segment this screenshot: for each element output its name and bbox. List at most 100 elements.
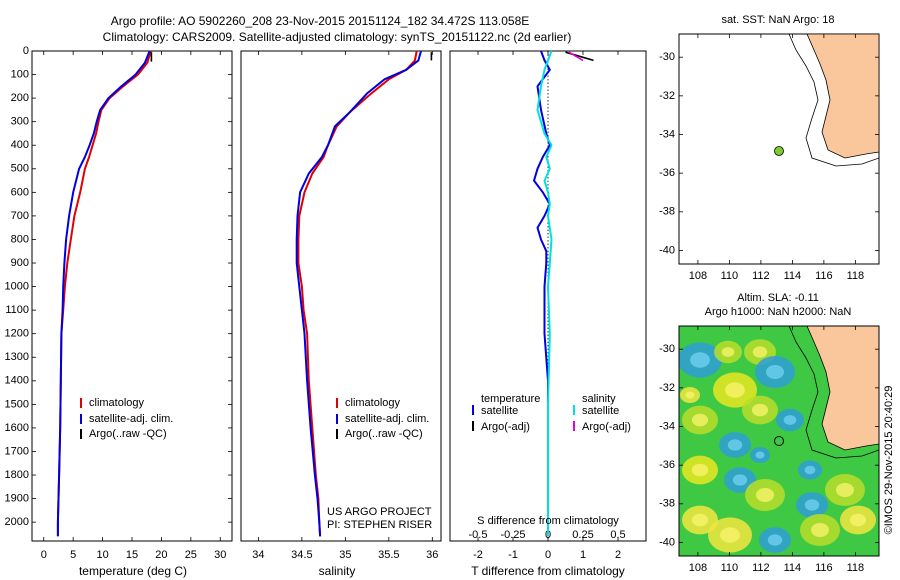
temperature-legend: climatology satellite-adj. clim. Argo(..… — [80, 397, 173, 440]
sla-anomaly-core — [691, 463, 709, 477]
lat-tick-label: -38 — [659, 206, 675, 218]
sla-anomaly-core — [767, 534, 783, 546]
salinity-tick-label: 34.5 — [291, 549, 312, 561]
legend-t-satellite: satellite — [481, 405, 518, 417]
sla-map-title2: Argo h1000: NaN h2000: NaN — [705, 306, 852, 318]
lat-tick-label: -30 — [659, 51, 675, 63]
sla-anomaly-core — [804, 465, 816, 475]
depth-tick-label: 200 — [11, 92, 29, 104]
temperature-panel: 0100200300400500600700800900100011001200… — [5, 45, 646, 578]
series-satellite-adj-clim — [56, 50, 151, 537]
depth-tick-label: 1500 — [5, 398, 29, 410]
lon-tick-label: 116 — [815, 562, 833, 574]
temperature-tick-label: 25 — [185, 549, 197, 561]
salinity-plot-area — [240, 50, 442, 542]
temperature-plot-area — [31, 50, 233, 542]
salinity-tick-label: 35.5 — [378, 549, 399, 561]
legend-s-argo: Argo(-adj) — [582, 421, 631, 433]
depth-tick-label: 400 — [11, 139, 29, 151]
legend-temperature: temperature — [481, 393, 540, 405]
depth-tick-label: 1100 — [5, 304, 29, 316]
lon-tick-label: 118 — [847, 270, 865, 282]
lon-tick-label: 108 — [689, 562, 707, 574]
lon-tick-label: 114 — [784, 270, 802, 282]
lon-tick-label: 110 — [721, 562, 739, 574]
s-diff-tick-label: 0.5 — [610, 529, 625, 541]
temperature-xlabel: temperature (deg C) — [79, 564, 187, 578]
depth-tick-label: 1200 — [5, 328, 29, 340]
series-satellite-adj-clim — [295, 50, 422, 537]
depth-tick-label: 1800 — [5, 469, 29, 481]
legend-argo: Argo(..raw -QC) — [89, 428, 167, 440]
lon-tick-label: 110 — [721, 270, 739, 282]
depth-tick-label: 800 — [11, 233, 29, 245]
sla-anomaly-core — [752, 346, 768, 358]
legend-climatology: climatology — [89, 397, 145, 409]
temperature-tick-label: 0 — [41, 549, 47, 561]
sst-map: sat. SST: NaN Argo: 18 108 110 112 114 116 11… — [659, 14, 880, 282]
australia-land — [806, 326, 879, 451]
sla-anomaly-core — [849, 513, 867, 527]
difference-panel: -2 -1 0 1 2-0.5 -0.25 0 0.25 0.5 S difference fr… — [449, 50, 647, 578]
salinity-tick-label: 35 — [339, 549, 351, 561]
legend-t-argo: Argo(-adj) — [481, 421, 530, 433]
sla-anomaly-core — [811, 523, 829, 537]
sla-anomaly-core — [755, 451, 765, 459]
shelf-contour — [788, 326, 879, 459]
lat-tick-label: -30 — [659, 343, 675, 355]
depth-tick-label: 500 — [11, 163, 29, 175]
sla-anomaly-core — [720, 527, 740, 543]
salinity-xlabel: salinity — [319, 564, 356, 578]
sla-anomaly-core — [836, 483, 854, 497]
sla-anomaly-core — [783, 415, 797, 425]
lon-tick-label: 116 — [815, 270, 833, 282]
temperature-tick-label: 10 — [96, 549, 108, 561]
depth-tick-label: 1600 — [5, 422, 29, 434]
sla-anomaly-core — [721, 347, 735, 357]
temperature-tick-label: 30 — [214, 549, 226, 561]
lat-tick-label: -36 — [659, 167, 675, 179]
sla-anomaly-core — [766, 365, 784, 379]
lat-tick-label: -36 — [659, 459, 675, 471]
depth-tick-label: 2000 — [5, 516, 29, 528]
lat-tick-label: -32 — [659, 90, 675, 102]
difference-legend: temperature satellite Argo(-adj) salinit… — [472, 393, 631, 433]
sla-anomaly-core — [725, 382, 745, 398]
imos-credit: ©IMOS 29-Nov-2015 20:40:29 — [883, 386, 895, 535]
lat-tick-label: -40 — [659, 536, 675, 548]
sla-anomaly-core — [690, 352, 710, 368]
depth-tick-label: 1900 — [5, 493, 29, 505]
temperature-tick-label: 5 — [70, 549, 76, 561]
depth-tick-label: 0 — [23, 45, 29, 57]
sla-anomaly-core — [727, 439, 743, 451]
legend-satellite-adj: satellite-adj. clim. — [89, 413, 173, 425]
lat-tick-label: -34 — [659, 420, 675, 432]
sla-map-title1: Altim. SLA: -0.11 — [737, 292, 819, 304]
sla-anomaly-core — [732, 474, 748, 486]
lat-tick-label: -34 — [659, 128, 675, 140]
series-climatology — [297, 50, 418, 537]
temperature-tick-label: 20 — [155, 549, 167, 561]
series-s-argo-adj — [568, 51, 584, 62]
pi-annotation: PI: STEPHEN RISER — [327, 519, 432, 531]
series-s-satellite — [536, 50, 553, 537]
s-difference-xlabel: S difference from climatology — [477, 515, 619, 527]
salinity-tick-label: 36 — [426, 549, 438, 561]
sla-anomaly-core — [691, 413, 709, 427]
legend-s-satellite: satellite — [582, 405, 619, 417]
lat-tick-label: -40 — [659, 244, 675, 256]
sla-anomaly-core — [751, 403, 769, 417]
sla-anomaly-core — [756, 488, 774, 502]
lat-tick-label: -32 — [659, 382, 675, 394]
depth-tick-label: 1400 — [5, 375, 29, 387]
argo-float-marker — [774, 436, 784, 446]
sla-map-frame — [678, 325, 880, 557]
sst-map-title: sat. SST: NaN Argo: 18 — [721, 14, 834, 26]
legend-satellite-adj: satellite-adj. clim. — [345, 413, 429, 425]
lon-tick-label: 112 — [752, 270, 770, 282]
salinity-panel: 34 34.5 35 35.5 36 salinity climatology sate… — [240, 50, 442, 578]
depth-tick-label: 600 — [11, 186, 29, 198]
depth-tick-label: 900 — [11, 257, 29, 269]
s-diff-tick-label: 0.25 — [572, 529, 593, 541]
depth-tick-label: 300 — [11, 116, 29, 128]
